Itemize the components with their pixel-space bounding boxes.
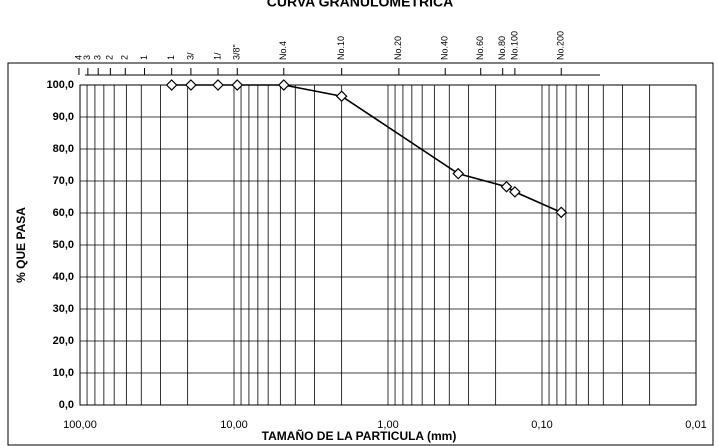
y-tick-label: 90,0: [53, 111, 74, 123]
data-point: [335, 90, 348, 103]
data-point: [452, 167, 465, 180]
x-tick-label: 10,00: [220, 419, 248, 431]
data-point: [509, 186, 521, 198]
y-tick-label: 50,0: [53, 239, 74, 251]
sieve-label: No.200: [556, 31, 566, 60]
sieve-label: No.10: [336, 36, 346, 60]
sieve-label: 1/: [212, 52, 222, 60]
data-point: [165, 79, 178, 91]
chart-title: CURVA GRANULOMETRICA: [267, 0, 453, 10]
x-tick-label: 1,00: [377, 419, 398, 431]
y-tick-label: 80,0: [53, 143, 74, 155]
y-tick-label: 10,0: [53, 367, 74, 379]
data-point: [500, 180, 513, 193]
sieve-label: No.40: [440, 36, 450, 60]
y-tick-label: 20,0: [53, 335, 74, 347]
sieve-label: 3/8": [232, 44, 242, 60]
data-point: [277, 79, 290, 91]
y-tick-label: 60,0: [53, 207, 74, 219]
sieve-label: No.60: [475, 36, 485, 60]
sieve-label: 1: [139, 55, 149, 60]
sieve-label: 3/: [185, 52, 195, 60]
y-tick-label: 30,0: [53, 303, 74, 315]
sieve-label: No.20: [393, 36, 403, 60]
sieve-label: 2: [105, 55, 115, 60]
y-tick-label: 40,0: [53, 271, 74, 283]
sieve-label: 3: [82, 55, 92, 60]
sieve-label: 3: [93, 55, 103, 60]
y-axis-title: % QUE PASA: [14, 207, 28, 283]
data-point: [231, 79, 244, 91]
y-tick-label: 100,0: [46, 79, 74, 91]
x-tick-label: 0,01: [685, 419, 706, 431]
sieve-label: 4: [73, 55, 83, 60]
x-axis-title: TAMAÑO DE LA PARTICULA (mm): [262, 428, 457, 443]
x-tick-label: 0,10: [531, 419, 552, 431]
y-tick-label: 70,0: [53, 175, 74, 187]
y-tick-label: 0,0: [59, 399, 74, 411]
frame: [7, 62, 714, 446]
data-line: [171, 84, 562, 214]
data-point: [185, 79, 197, 91]
x-tick-label: 100,00: [63, 419, 97, 431]
sieve-label: No.100: [509, 31, 519, 60]
sieve-label: No.4: [278, 41, 288, 60]
data-point: [212, 79, 224, 91]
sieve-label: 1: [166, 55, 176, 60]
sieve-label: No.80: [497, 36, 507, 60]
plot-area: [79, 84, 697, 406]
data-point: [555, 206, 568, 219]
sieve-label: 2: [120, 55, 130, 60]
